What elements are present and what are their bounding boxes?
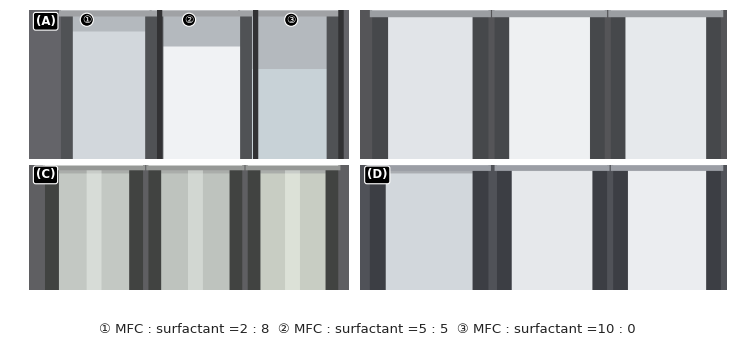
Text: ③: ③ <box>286 15 296 25</box>
Text: (A): (A) <box>36 15 56 28</box>
Text: (C): (C) <box>36 168 55 181</box>
Text: ① MFC : surfactant =2 : 8  ② MFC : surfactant =5 : 5  ③ MFC : surfactant =10 : 0: ① MFC : surfactant =2 : 8 ② MFC : surfac… <box>98 323 636 336</box>
Text: (D): (D) <box>367 168 388 181</box>
Text: ②: ② <box>184 15 194 25</box>
Text: ①: ① <box>82 15 92 25</box>
